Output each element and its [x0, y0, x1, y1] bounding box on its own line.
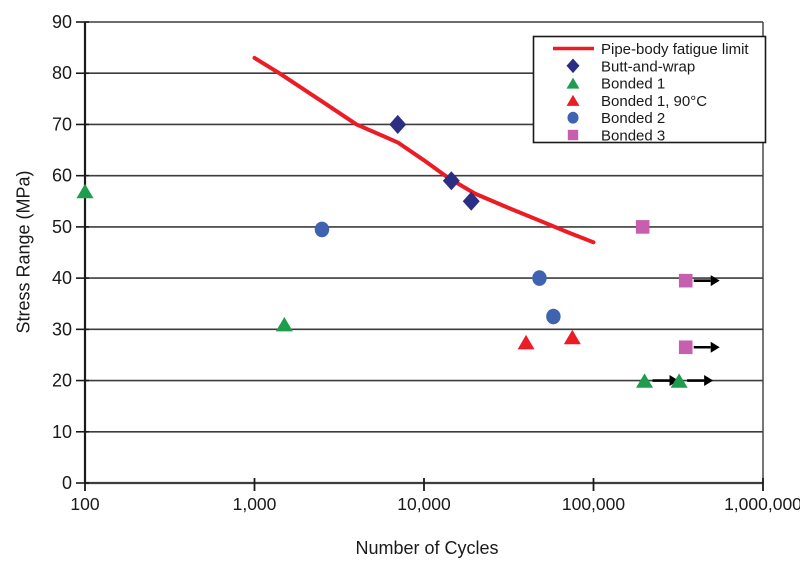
x-tick-label: 100 — [70, 494, 99, 514]
legend-marker-bonded-2 — [567, 111, 579, 124]
point-bonded-1 — [670, 373, 688, 388]
legend-label: Pipe-body fatigue limit — [601, 41, 749, 58]
fatigue-limit-line — [252, 55, 596, 245]
y-tick-label: 20 — [52, 371, 72, 391]
legend-box — [532, 35, 767, 144]
x-axis-title: Number of Cycles — [355, 538, 499, 558]
legend-label: Bonded 3 — [601, 128, 665, 145]
x-tick-label: 100,000 — [562, 494, 626, 514]
point-bonded-1 — [76, 183, 94, 199]
x-tick-label: 10,000 — [397, 494, 451, 514]
point-bonded-2 — [314, 221, 330, 238]
y-tick-label: 30 — [52, 319, 72, 339]
point-bonded-1-90-c — [517, 334, 535, 350]
legend-marker-bonded-3 — [567, 129, 579, 141]
legend-label: Bonded 1 — [601, 76, 665, 93]
y-tick-label: 0 — [62, 473, 72, 493]
point-bonded-3 — [678, 340, 693, 355]
y-tick-label: 40 — [52, 268, 72, 288]
legend-marker-bonded-1 — [566, 77, 580, 89]
point-bonded-3 — [635, 220, 650, 234]
point-bonded-1 — [275, 316, 293, 332]
point-bonded-1 — [636, 373, 654, 388]
runout-arrowhead — [704, 375, 714, 387]
runout-arrowhead — [710, 341, 720, 353]
y-tick-label: 60 — [52, 166, 72, 186]
legend-label: Bonded 1, 90°C — [601, 93, 707, 110]
point-bonded-2 — [546, 308, 561, 325]
legend-marker-bonded-1-90-c — [566, 94, 580, 106]
x-tick-label: 1,000,000 — [724, 494, 800, 514]
point-butt-and-wrap — [442, 171, 460, 191]
point-butt-and-wrap — [389, 114, 407, 134]
y-tick-label: 50 — [52, 217, 72, 237]
runout-arrowhead — [669, 375, 679, 387]
legend-label: Bonded 2 — [601, 110, 665, 127]
point-bonded-2 — [532, 270, 547, 286]
y-tick-label: 80 — [52, 63, 72, 83]
y-tick-label: 10 — [52, 422, 72, 442]
runout-arrowhead — [710, 275, 720, 287]
y-axis-title: Stress Range (MPa) — [13, 170, 34, 334]
point-butt-and-wrap — [462, 191, 480, 211]
point-bonded-3 — [678, 273, 693, 288]
y-tick-label: 90 — [52, 12, 72, 32]
x-tick-label: 1,000 — [233, 494, 277, 514]
point-bonded-1-90-c — [563, 329, 581, 345]
legend-label: Butt-and-wrap — [601, 58, 695, 75]
legend-marker-butt-and-wrap — [566, 58, 580, 74]
y-tick-label: 70 — [52, 114, 72, 134]
